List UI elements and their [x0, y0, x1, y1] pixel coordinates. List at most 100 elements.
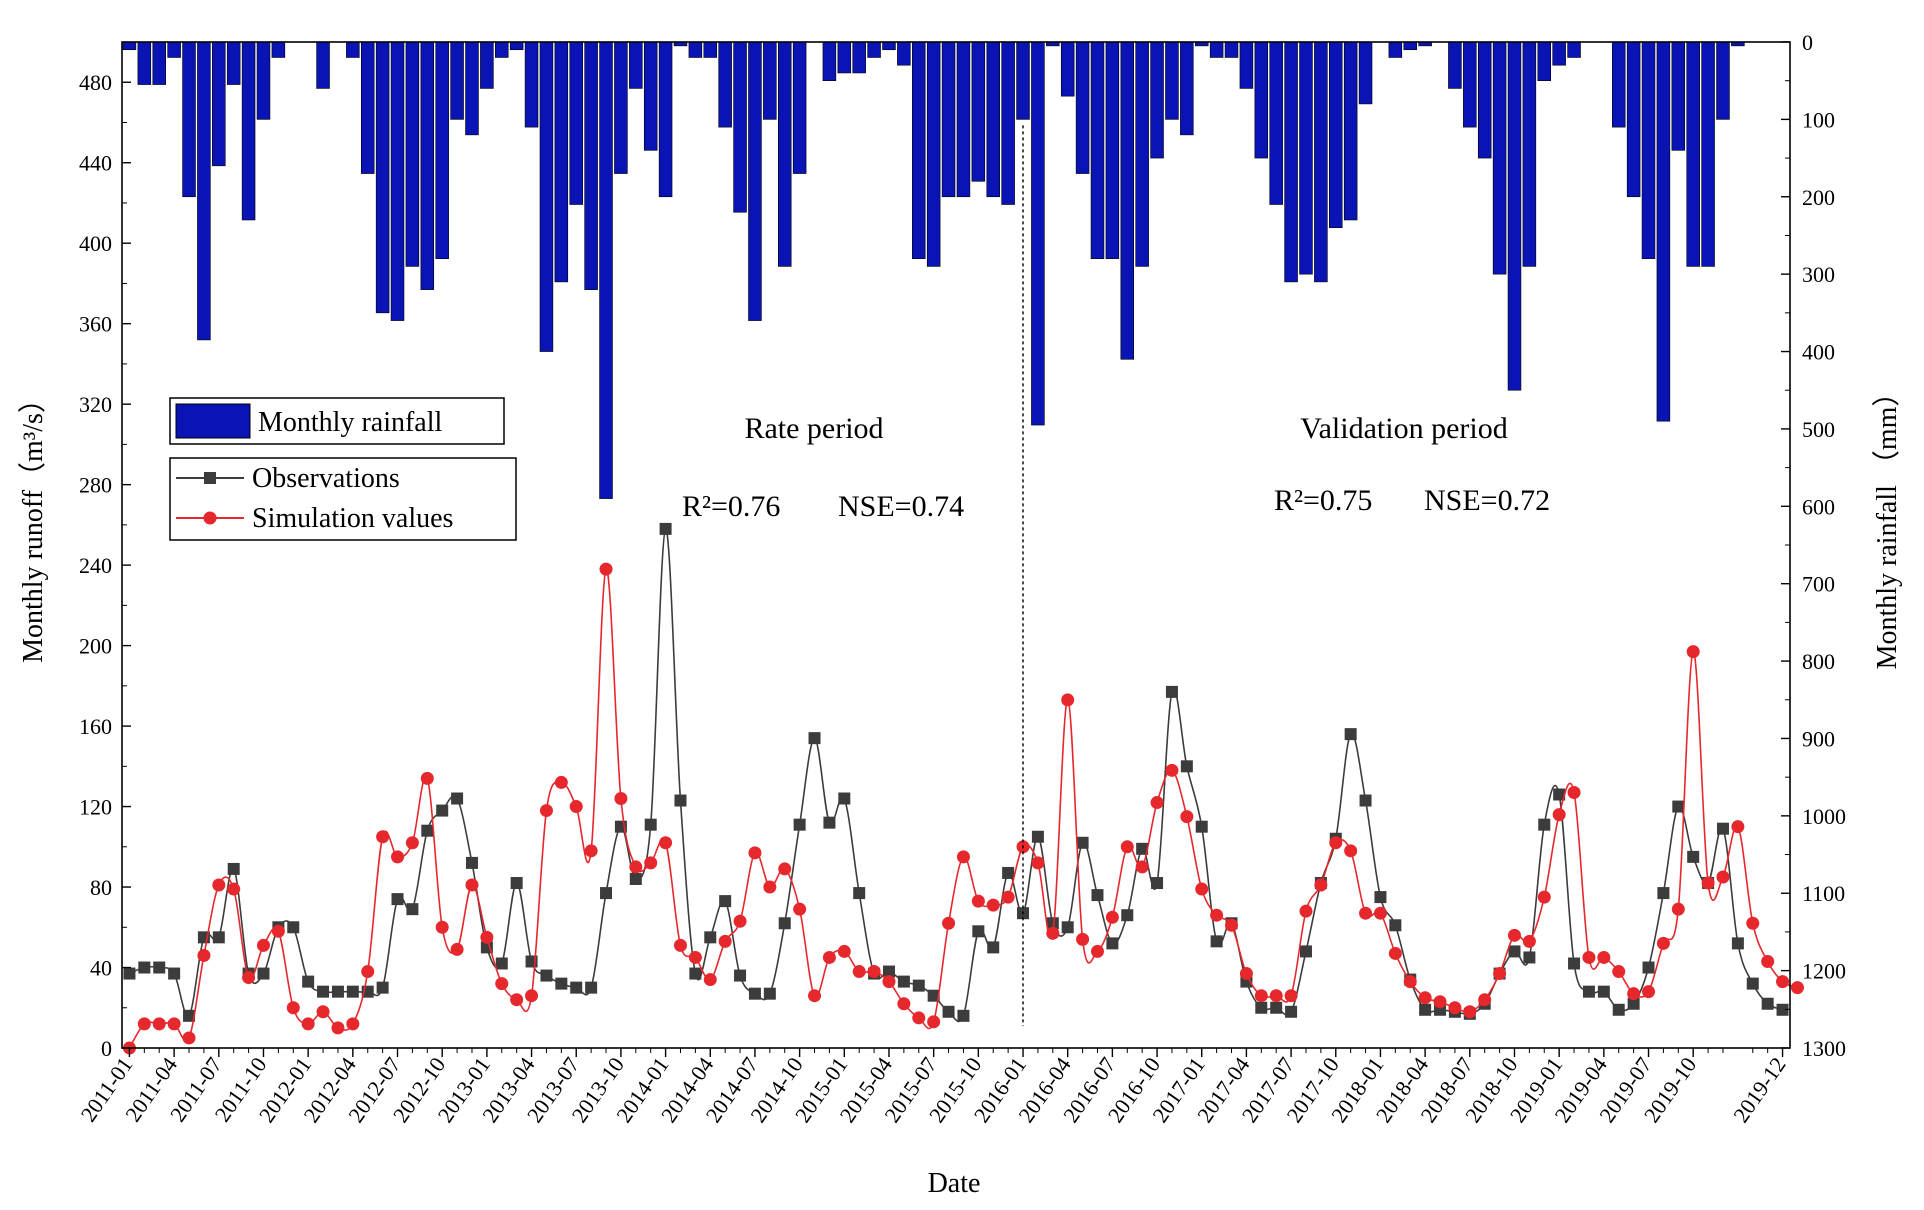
observation-point: [1076, 836, 1089, 849]
observation-point: [1419, 1003, 1432, 1016]
y-right-tick-label: 300: [1802, 262, 1835, 287]
rainfall-bar: [1448, 41, 1462, 89]
observation-point: [1508, 945, 1521, 958]
rainfall-bar: [748, 41, 762, 321]
y-left-tick-label: 160: [79, 714, 112, 739]
simulation-point: [182, 1031, 196, 1045]
observation-point: [1210, 935, 1223, 948]
simulation-point: [1627, 987, 1641, 1001]
rainfall-bar: [1507, 41, 1522, 391]
simulation-point: [1746, 916, 1760, 930]
simulation-point: [1299, 904, 1313, 918]
rainfall-bar: [197, 41, 211, 341]
observation-point: [183, 1009, 196, 1022]
simulation-point: [808, 989, 822, 1003]
legend-simulation-label: Simulation values: [252, 503, 453, 534]
observation-point: [1568, 957, 1581, 970]
rainfall-bar: [1388, 41, 1403, 58]
observation-point: [1344, 728, 1357, 741]
observation-point: [1582, 985, 1595, 998]
simulation-point: [1150, 796, 1164, 810]
observation-point: [302, 975, 315, 988]
legend-lines-box: [169, 457, 517, 541]
rainfall-bar: [986, 41, 1000, 198]
simulation-point: [927, 1015, 941, 1029]
rainfall-bar: [614, 41, 628, 174]
observation-point: [1151, 877, 1164, 890]
observation-point: [1553, 788, 1566, 801]
rainfall-bar: [1671, 41, 1686, 151]
rainfall-bar: [539, 41, 554, 352]
simulation-point: [435, 920, 449, 934]
simulation-point: [733, 914, 747, 928]
rainfall-bar: [569, 41, 583, 205]
rainfall-bar: [941, 41, 956, 198]
observation-point: [629, 872, 642, 885]
observation-point: [600, 887, 613, 900]
observation-point: [838, 792, 851, 805]
rainfall-bar: [1686, 41, 1700, 267]
simulation-point: [510, 993, 524, 1007]
rainfall-bar: [360, 41, 375, 174]
observation-point: [808, 732, 821, 745]
simulation-point: [1761, 954, 1775, 968]
simulation-point: [1403, 975, 1417, 989]
simulation-point: [301, 1017, 315, 1031]
rainfall-bar: [1463, 41, 1477, 128]
observation-point: [1389, 919, 1402, 932]
simulation-point: [1076, 932, 1090, 946]
simulation-point: [763, 880, 777, 894]
legend-rainfall: Monthly rainfall: [169, 397, 505, 445]
simulation-point: [718, 934, 732, 948]
rainfall-bar: [584, 41, 598, 290]
rainfall-bar: [792, 41, 807, 174]
y-left-tick-label: 120: [79, 795, 112, 820]
y-left-tick-label: 200: [79, 634, 112, 659]
observation-point: [168, 967, 181, 980]
observation-point: [659, 522, 672, 535]
observation-point: [1091, 889, 1104, 902]
simulation-point: [1254, 989, 1268, 1003]
simulation-point: [554, 775, 568, 789]
rainfall-bar: [1552, 41, 1566, 66]
rainfall-bar: [1016, 41, 1030, 120]
simulation-point: [1165, 763, 1179, 777]
observation-point: [644, 818, 657, 831]
rainfall-bar: [777, 41, 792, 267]
observation-point: [153, 961, 166, 974]
simulation-point: [584, 844, 598, 858]
observation-point: [1687, 850, 1700, 863]
rainfall-bar: [1611, 41, 1626, 128]
simulation-point: [376, 830, 390, 844]
observation-point: [1538, 818, 1551, 831]
y-right-tick-label: 100: [1802, 107, 1835, 132]
simulation-point: [1790, 981, 1804, 995]
simulation-point: [1329, 836, 1343, 850]
simulation-point: [822, 950, 836, 964]
observation-point: [570, 981, 583, 994]
rainfall-bar: [554, 41, 569, 283]
rainfall-bar: [1477, 41, 1492, 159]
rainfall-bar: [1314, 41, 1328, 283]
rainfall-bar: [1403, 41, 1417, 51]
observation-point: [1180, 760, 1193, 773]
rainfall-bar: [450, 41, 464, 120]
rainfall-bar: [897, 41, 911, 66]
simulation-point: [1716, 870, 1730, 884]
rainfall-bar: [1120, 41, 1135, 360]
observation-point: [346, 985, 359, 998]
observation-point: [451, 792, 464, 805]
rainfall-bar: [167, 41, 181, 58]
simulation-point: [1507, 928, 1521, 942]
simulation-point: [1284, 989, 1298, 1003]
simulation-point: [644, 856, 658, 870]
y-right-tick-label: 900: [1802, 726, 1835, 751]
rainfall-bar: [375, 41, 390, 314]
y-left-tick-label: 40: [90, 956, 112, 981]
legend-observations-marker: [204, 472, 216, 484]
observation-point: [1106, 937, 1119, 950]
simulation-point: [1269, 989, 1283, 1003]
observation-point: [689, 967, 702, 980]
rainfall-bar: [1656, 41, 1671, 422]
